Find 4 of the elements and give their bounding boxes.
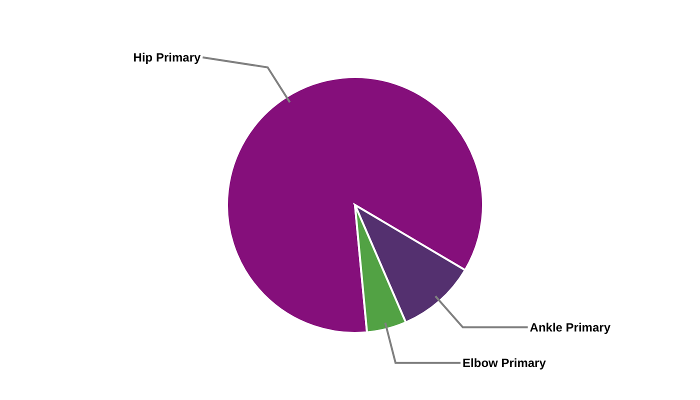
slice-label: Ankle Primary <box>530 320 611 334</box>
slice-label: Elbow Primary <box>462 356 546 370</box>
pie-slice <box>226 76 484 334</box>
slice-label: Hip Primary <box>133 50 201 64</box>
